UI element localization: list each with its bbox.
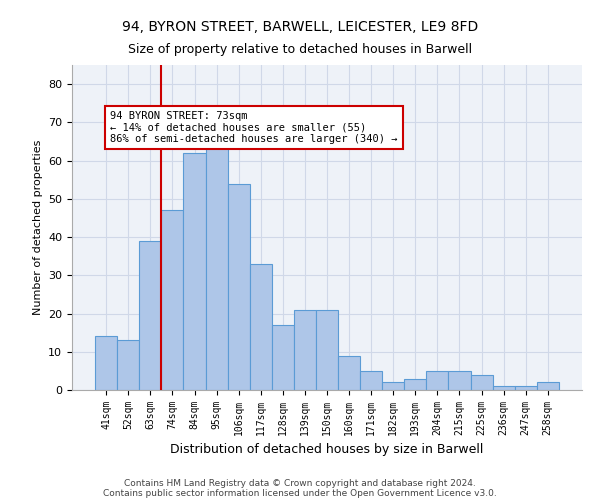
Bar [404, 378, 427, 390]
Bar [427, 371, 448, 390]
Bar [537, 382, 559, 390]
Bar [316, 310, 338, 390]
Bar [161, 210, 184, 390]
Bar [360, 371, 382, 390]
Bar [117, 340, 139, 390]
Bar [272, 325, 294, 390]
Text: 94, BYRON STREET, BARWELL, LEICESTER, LE9 8FD: 94, BYRON STREET, BARWELL, LEICESTER, LE… [122, 20, 478, 34]
Text: 94 BYRON STREET: 73sqm
← 14% of detached houses are smaller (55)
86% of semi-det: 94 BYRON STREET: 73sqm ← 14% of detached… [110, 111, 398, 144]
Bar [448, 371, 470, 390]
Text: Contains HM Land Registry data © Crown copyright and database right 2024.: Contains HM Land Registry data © Crown c… [124, 478, 476, 488]
Bar [206, 142, 227, 390]
Bar [139, 241, 161, 390]
Bar [184, 153, 206, 390]
Bar [250, 264, 272, 390]
Bar [493, 386, 515, 390]
Bar [470, 374, 493, 390]
X-axis label: Distribution of detached houses by size in Barwell: Distribution of detached houses by size … [170, 444, 484, 456]
Bar [382, 382, 404, 390]
Y-axis label: Number of detached properties: Number of detached properties [32, 140, 43, 315]
Bar [227, 184, 250, 390]
Text: Contains public sector information licensed under the Open Government Licence v3: Contains public sector information licen… [103, 488, 497, 498]
Bar [338, 356, 360, 390]
Bar [515, 386, 537, 390]
Bar [294, 310, 316, 390]
Bar [95, 336, 117, 390]
Text: Size of property relative to detached houses in Barwell: Size of property relative to detached ho… [128, 42, 472, 56]
